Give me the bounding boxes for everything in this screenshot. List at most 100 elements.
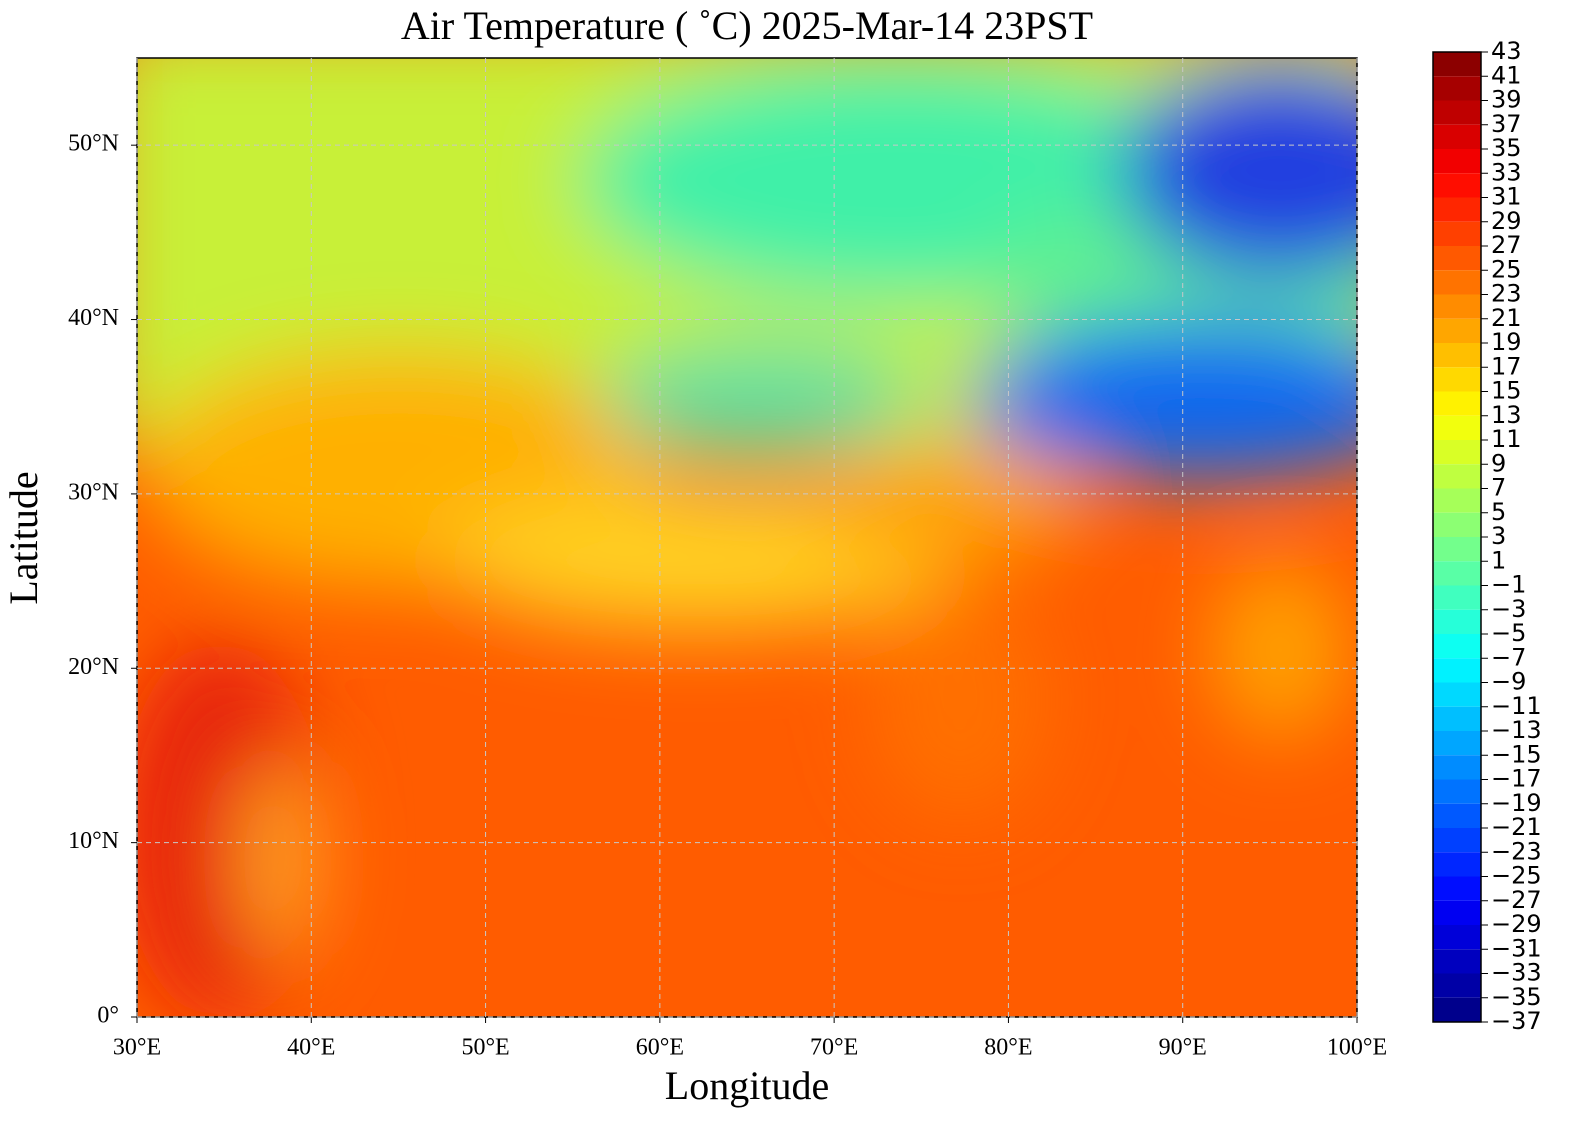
colorbar-level — [1433, 997, 1481, 1022]
colorbar-level — [1433, 876, 1481, 901]
colorbar-tick-label: 21 — [1491, 304, 1522, 332]
colorbar-level — [1433, 221, 1481, 246]
colorbar-level — [1433, 100, 1481, 125]
colorbar-tick-label: 39 — [1491, 86, 1522, 114]
colorbar-level — [1433, 270, 1481, 295]
colorbar-level — [1433, 294, 1481, 319]
y-tick-label: 20°N — [68, 654, 119, 680]
colorbar-tick-label: 1 — [1491, 546, 1506, 574]
colorbar-level — [1433, 803, 1481, 828]
colorbar-level — [1433, 197, 1481, 222]
colorbar-level — [1433, 731, 1481, 756]
colorbar-level — [1433, 585, 1481, 610]
colorbar-level — [1433, 76, 1481, 101]
colorbar-tick-label: −5 — [1491, 619, 1526, 647]
colorbar-tick-label: 25 — [1491, 255, 1522, 283]
colorbar-tick-label: 19 — [1491, 328, 1522, 356]
colorbar-tick-label: −9 — [1491, 668, 1526, 696]
colorbar-level — [1433, 318, 1481, 343]
colorbar-tick-label: 37 — [1491, 110, 1522, 138]
x-tick-label: 90°E — [1159, 1035, 1207, 1061]
colorbar-tick-label: 5 — [1491, 498, 1506, 526]
colorbar-tick-label: −1 — [1491, 571, 1526, 599]
map-title: Air Temperature ( ˚C) 2025-Mar-14 23PST — [401, 3, 1093, 48]
colorbar-tick-label: 43 — [1491, 37, 1522, 65]
colorbar-tick-label: −31 — [1491, 934, 1542, 962]
x-tick-label: 100°E — [1327, 1035, 1387, 1061]
y-tick-label: 30°N — [68, 479, 119, 505]
colorbar-tick-label: −33 — [1491, 959, 1542, 987]
y-tick-label: 10°N — [68, 828, 119, 854]
x-tick-label: 30°E — [113, 1035, 161, 1061]
colorbar-level — [1433, 415, 1481, 440]
colorbar-tick-label: −37 — [1491, 1007, 1542, 1035]
colorbar-tick-label: −11 — [1491, 692, 1542, 720]
colorbar-tick-label: −7 — [1491, 643, 1526, 671]
colorbar-level — [1433, 367, 1481, 392]
colorbar-level — [1433, 440, 1481, 465]
colorbar-level — [1433, 391, 1481, 416]
x-tick-label: 60°E — [636, 1035, 684, 1061]
x-tick-label: 50°E — [461, 1035, 509, 1061]
temperature-field — [137, 58, 1357, 1017]
colorbar-tick-label: −19 — [1491, 789, 1542, 817]
colorbar-tick-label: 3 — [1491, 522, 1506, 550]
colorbar-tick-label: −13 — [1491, 716, 1542, 744]
colorbar-tick-label: −21 — [1491, 813, 1542, 841]
colorbar-level — [1433, 900, 1481, 925]
colorbar-level — [1433, 779, 1481, 804]
colorbar-tick-label: 41 — [1491, 61, 1522, 89]
colorbar-level — [1433, 343, 1481, 368]
colorbar-tick-label: 33 — [1491, 158, 1522, 186]
colorbar-tick-label: 35 — [1491, 134, 1522, 162]
colorbar-tick-label: −15 — [1491, 740, 1542, 768]
colorbar-level — [1433, 609, 1481, 634]
colorbar-tick-label: −29 — [1491, 910, 1542, 938]
colorbar-level — [1433, 124, 1481, 149]
colorbar-level — [1433, 949, 1481, 974]
colorbar-tick-label: −23 — [1491, 837, 1542, 865]
colorbar-level — [1433, 52, 1481, 77]
colorbar-tick-label: 27 — [1491, 231, 1522, 259]
colorbar-level — [1433, 512, 1481, 537]
x-tick-label: 40°E — [287, 1035, 335, 1061]
colorbar-tick-label: 13 — [1491, 401, 1522, 429]
colorbar-level — [1433, 173, 1481, 198]
colorbar-level — [1433, 561, 1481, 586]
colorbar-level — [1433, 149, 1481, 174]
colorbar-level — [1433, 246, 1481, 271]
colorbar-level — [1433, 537, 1481, 562]
colorbar-tick-label: 15 — [1491, 377, 1522, 405]
colorbar-level — [1433, 488, 1481, 513]
colorbar-tick-label: −25 — [1491, 862, 1542, 890]
x-tick-label: 70°E — [810, 1035, 858, 1061]
colorbar-tick-label: 11 — [1491, 425, 1522, 453]
y-tick-label: 40°N — [68, 305, 119, 331]
colorbar-level — [1433, 828, 1481, 853]
colorbar-level — [1433, 755, 1481, 780]
colorbar-tick-label: 29 — [1491, 207, 1522, 235]
colorbar-level — [1433, 464, 1481, 489]
colorbar-tick-label: 31 — [1491, 183, 1522, 211]
colorbar-level — [1433, 658, 1481, 683]
colorbar-tick-label: 9 — [1491, 449, 1506, 477]
colorbar-level — [1433, 706, 1481, 731]
axes: 30°E 40°E 50°E 60°E 70°E 80°E 90°E 100°E 0° 10°N 2… — [68, 37, 1542, 1061]
colorbar-tick-label: −35 — [1491, 983, 1542, 1011]
colorbar-level — [1433, 852, 1481, 877]
colorbar-tick-label: −3 — [1491, 595, 1526, 623]
y-tick-label: 50°N — [68, 131, 119, 157]
colorbar-tick-label: 7 — [1491, 474, 1506, 502]
colorbar-level — [1433, 973, 1481, 998]
x-tick-label: 80°E — [984, 1035, 1032, 1061]
colorbar-tick-label: −27 — [1491, 886, 1542, 914]
colorbar-tick-label: 23 — [1491, 280, 1522, 308]
colorbar-tick-label: 17 — [1491, 352, 1522, 380]
colorbar-level — [1433, 682, 1481, 707]
colorbar-level — [1433, 925, 1481, 950]
x-axis-label: Longitude — [665, 1063, 829, 1108]
y-axis-label: Latitude — [1, 471, 46, 604]
y-tick-label: 0° — [97, 1003, 119, 1029]
colorbar-tick-label: −17 — [1491, 765, 1542, 793]
